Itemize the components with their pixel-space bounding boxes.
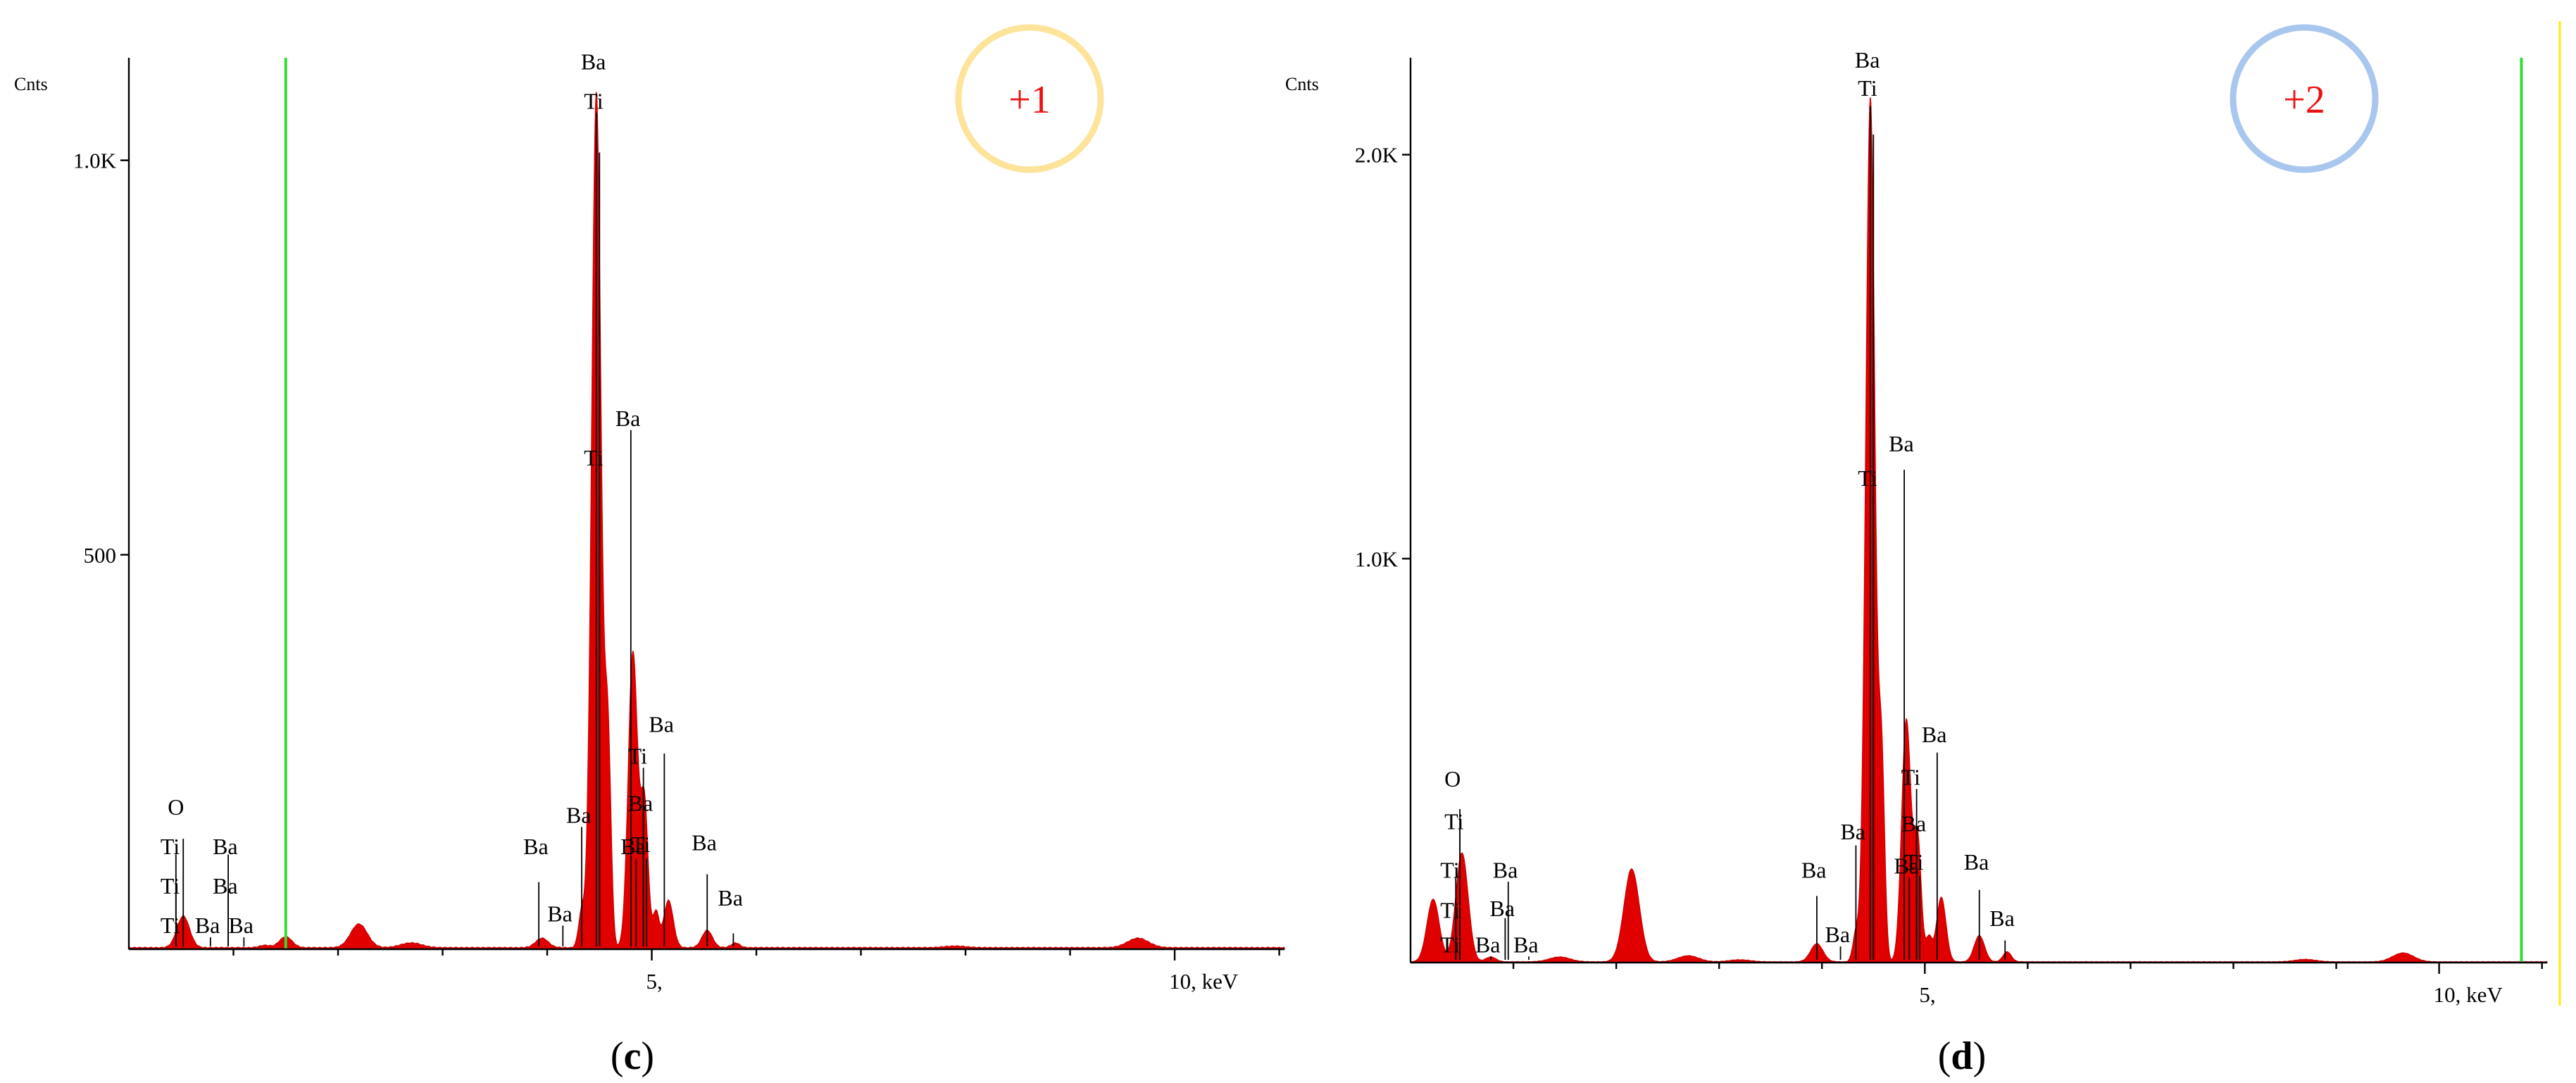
- peak-label: Ba: [547, 901, 573, 926]
- peak-label: Ti: [1901, 764, 1920, 789]
- peak-label: Ba: [523, 834, 549, 859]
- spectrum-area: [128, 92, 1285, 950]
- peak-label: Ba: [581, 49, 606, 74]
- peak-label: Ba: [1964, 849, 1989, 875]
- peak-label: Ba: [718, 885, 743, 910]
- x-tick-label: 5,: [646, 969, 663, 994]
- peak-label: Ba: [1889, 431, 1914, 456]
- peak-label: Ba: [620, 834, 646, 859]
- peak-label: Ti: [1440, 898, 1459, 923]
- peak-label: Ba: [1894, 853, 1919, 879]
- peak-label: Ti: [1444, 808, 1463, 834]
- peak-label: Ti: [161, 913, 180, 938]
- peak-label: Ti: [584, 445, 603, 470]
- peak-label: Ba: [213, 834, 238, 859]
- panel-caption: (d): [1938, 1034, 1986, 1078]
- badge-ring: [2230, 24, 2379, 173]
- y-tick-label: 1.0K: [1355, 546, 1399, 571]
- caption-open: (: [611, 1034, 624, 1078]
- peak-label: Ba: [1989, 906, 2015, 931]
- peak-label: Ti: [631, 832, 650, 857]
- peak-label: Ba: [628, 791, 654, 816]
- y-unit-label: Cnts: [14, 74, 48, 94]
- peak-label: Ba: [195, 913, 220, 938]
- x-tick-label: 10, keV: [1169, 969, 1239, 994]
- peak-label: Ba: [1801, 857, 1827, 882]
- spectrum-area: [1410, 97, 2548, 963]
- caption-open: (: [1938, 1034, 1951, 1078]
- caption-letter: c: [624, 1034, 642, 1078]
- peak-label: Ti: [1440, 932, 1459, 957]
- peak-label: Ti: [1440, 857, 1459, 882]
- badge-ring: [955, 24, 1104, 173]
- y-tick-label: 500: [84, 543, 117, 568]
- peak-label: Ti: [628, 743, 647, 768]
- peak-label: Ba: [1493, 857, 1518, 882]
- peak-label: Ba: [615, 406, 641, 431]
- badge-text: +1: [1008, 78, 1051, 122]
- peak-label: Ti: [1858, 75, 1877, 101]
- peak-label: Ti: [161, 873, 180, 899]
- peak-label: Ba: [1840, 819, 1865, 844]
- peak-label: Ba: [566, 802, 592, 827]
- peak-label: Ba: [228, 913, 254, 938]
- caption-letter: d: [1951, 1034, 1972, 1078]
- y-tick-label: 1.0K: [73, 149, 117, 173]
- peak-label: Ba: [1922, 722, 1947, 747]
- peak-label: Ti: [1858, 465, 1877, 491]
- badge-text: +2: [2283, 78, 2325, 122]
- peak-label: Ba: [649, 712, 674, 737]
- peak-label: Ba: [1855, 47, 1880, 73]
- peak-label: Ba: [1489, 896, 1515, 921]
- peak-label: Ba: [1901, 810, 1927, 836]
- peak-label: Ba: [1825, 922, 1851, 947]
- panel-caption: (c): [611, 1034, 654, 1078]
- y-tick-label: 2.0K: [1355, 143, 1399, 168]
- peak-label: Ba: [1513, 932, 1539, 957]
- peak-label: Ba: [692, 830, 717, 856]
- caption-close: ): [1973, 1034, 1987, 1078]
- peak-label: Ti: [1904, 849, 1923, 875]
- peak-label: Ti: [584, 88, 603, 113]
- y-unit-label: Cnts: [1285, 74, 1319, 94]
- peak-label: O: [1444, 766, 1461, 791]
- peak-label: Ti: [161, 834, 180, 859]
- x-tick-label: 5,: [1919, 982, 1935, 1007]
- peak-label: Ba: [1475, 932, 1501, 957]
- caption-close: ): [641, 1034, 654, 1078]
- x-tick-label: 10, keV: [2434, 982, 2503, 1007]
- peak-label: Ba: [213, 873, 238, 899]
- peak-label: O: [168, 794, 184, 820]
